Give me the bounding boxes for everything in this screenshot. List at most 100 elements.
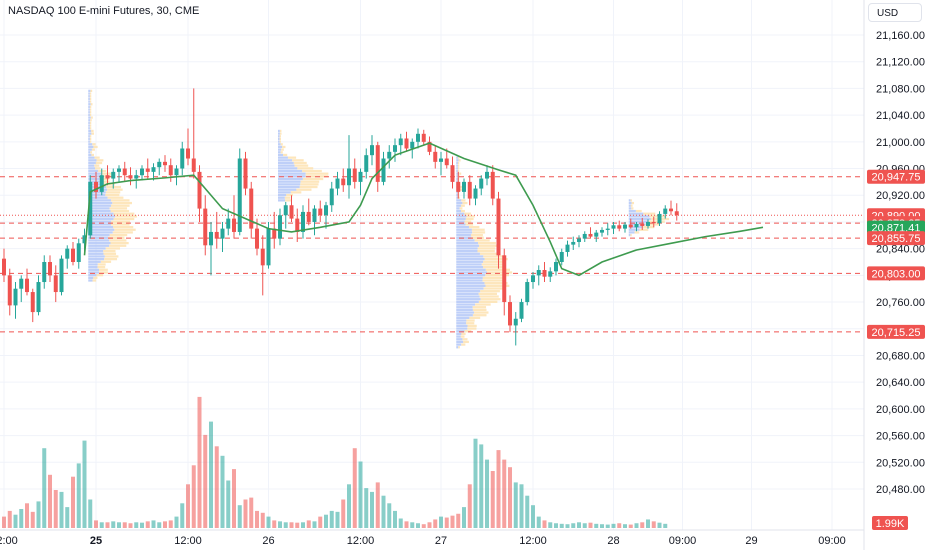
volume-bar (381, 495, 386, 528)
profile-bar-up (456, 199, 462, 202)
profile-bar-up (88, 220, 112, 223)
profile-bar-up (456, 314, 473, 317)
profile-bar-up (88, 164, 95, 167)
profile-bar-down (293, 161, 307, 165)
profile-bar-down (648, 220, 665, 223)
profile-bar-down (279, 129, 282, 133)
profile-bar-down (99, 180, 110, 183)
currency-button[interactable]: USD (868, 3, 922, 22)
profile-bar-down (104, 255, 119, 258)
candle-body (542, 270, 547, 277)
profile-bar-down (109, 207, 128, 210)
profile-bar-down (480, 298, 501, 301)
profile-bar-up (88, 252, 104, 255)
candle-body (335, 178, 340, 189)
profile-bar-down (484, 257, 508, 261)
profile-bar-up (88, 233, 110, 237)
profile-bar-down (485, 274, 509, 277)
volume-bar (134, 522, 139, 528)
volume-bar (82, 440, 87, 528)
profile-bar-up (88, 97, 90, 101)
volume-bar (197, 396, 202, 528)
profile-bar-down (92, 279, 97, 282)
candle-body (71, 248, 75, 262)
candle-body (191, 158, 196, 172)
profile-bar-up (456, 263, 482, 266)
volume-bar (306, 520, 311, 528)
profile-bar-up (628, 212, 644, 215)
profile-bar-down (279, 132, 282, 135)
candle-body (2, 258, 6, 276)
time-tick-label: 27 (435, 535, 447, 547)
profile-bar-up (88, 132, 92, 135)
volume-bar (88, 499, 93, 528)
profile-bar-up (88, 274, 97, 277)
profile-bar-down (101, 172, 112, 175)
volume-bar (59, 491, 64, 528)
profile-bar-up (88, 111, 90, 114)
candle-body (479, 178, 484, 189)
profile-bar-down (479, 252, 500, 255)
volume-bar (13, 514, 18, 528)
price-tag-label: 20,715.25 (872, 327, 921, 339)
profile-bar-up (278, 188, 297, 191)
profile-bar-up (456, 215, 467, 218)
time-tick-label: 12:00 (0, 535, 18, 547)
profile-bar-down (635, 209, 642, 213)
volume-bar (479, 444, 484, 528)
profile-bar-down (462, 201, 468, 205)
profile-bar-down (286, 193, 294, 197)
profile-bar-up (278, 143, 281, 146)
volume-bar (42, 448, 47, 528)
profile-bar-up (456, 177, 458, 181)
profile-bar-down (478, 241, 496, 245)
volume-tag-box (872, 516, 908, 530)
volume-bar (525, 495, 530, 528)
profile-bar-up (456, 193, 458, 197)
volume-bar (260, 512, 265, 528)
candle-body (312, 208, 317, 222)
profile-bar-up (456, 335, 461, 338)
candle-body (646, 221, 650, 226)
profile-bar-down (478, 292, 498, 295)
profile-bar-down (480, 290, 500, 293)
profile-bar-down (643, 212, 656, 215)
candle-body (168, 165, 173, 176)
profile-bar-up (456, 207, 460, 210)
candle-body (513, 318, 518, 326)
candle-body (508, 302, 512, 326)
profile-bar-up (456, 306, 473, 309)
candle-body (640, 223, 645, 226)
price-tick-label: 21,080.00 (876, 83, 925, 95)
profile-bar-down (109, 239, 127, 242)
profile-bar-up (456, 319, 467, 322)
profile-bar-down (99, 177, 110, 181)
profile-bar-down (300, 183, 319, 186)
time-tick-label: 12:00 (347, 535, 375, 547)
profile-bar-down (96, 159, 104, 162)
profile-bar-up (456, 279, 483, 282)
profile-bar-down (465, 223, 474, 226)
profile-bar-up (88, 108, 90, 111)
price-tick-label: 21,000.00 (876, 137, 925, 149)
volume-bar (99, 522, 104, 528)
candle-body (151, 167, 156, 172)
profile-bar-up (456, 164, 458, 167)
profile-bar-up (88, 209, 111, 213)
profile-bar-up (456, 161, 458, 165)
profile-bar-up (88, 255, 105, 258)
profile-bar-up (88, 241, 111, 245)
profile-bar-up (88, 204, 111, 207)
candle-body (82, 235, 87, 244)
candle-body (134, 175, 139, 179)
profile-bar-down (473, 311, 489, 314)
profile-bar-up (88, 201, 113, 205)
profile-bar-down (460, 335, 465, 338)
volume-bar (226, 480, 231, 528)
candle-body (387, 151, 392, 159)
volume-bar (565, 524, 570, 528)
price-tick-label: 20,640.00 (876, 377, 925, 389)
profile-bar-down (91, 153, 95, 157)
profile-bar-down (478, 300, 498, 303)
